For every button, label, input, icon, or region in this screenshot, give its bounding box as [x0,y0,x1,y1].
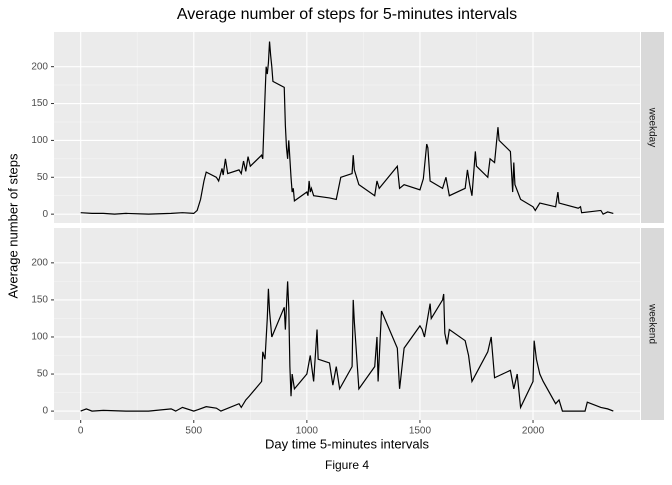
strip [641,32,664,223]
strip [641,228,664,420]
y-tick-label: 100 [31,332,48,343]
strip-label: weekend [646,303,657,344]
strip-label: weekday [646,107,657,147]
y-tick-label: 150 [31,295,48,306]
y-tick-label: 150 [31,98,48,109]
x-tick-label: 0 [78,426,84,437]
x-tick-label: 500 [185,426,202,437]
y-tick-label: 200 [31,257,48,268]
y-tick-label: 0 [42,406,48,417]
x-axis-label: Day time 5-minutes intervals [265,436,429,451]
y-tick-label: 50 [37,369,49,380]
chart-title: Average number of steps for 5-minutes in… [177,6,517,23]
x-tick-label: 1500 [409,426,432,437]
y-tick-label: 0 [42,209,48,220]
x-tick-label: 2000 [522,426,545,437]
panel-background [54,228,640,420]
series-line [80,41,614,215]
y-axis-label: Average number of steps [5,153,20,299]
y-tick-label: 200 [31,61,48,72]
caption: Figure 4 [325,458,369,472]
x-tick-label: 1000 [296,426,319,437]
y-tick-label: 50 [37,172,49,183]
series-line [80,281,614,412]
panel-background [54,32,640,223]
y-tick-label: 100 [31,135,48,146]
